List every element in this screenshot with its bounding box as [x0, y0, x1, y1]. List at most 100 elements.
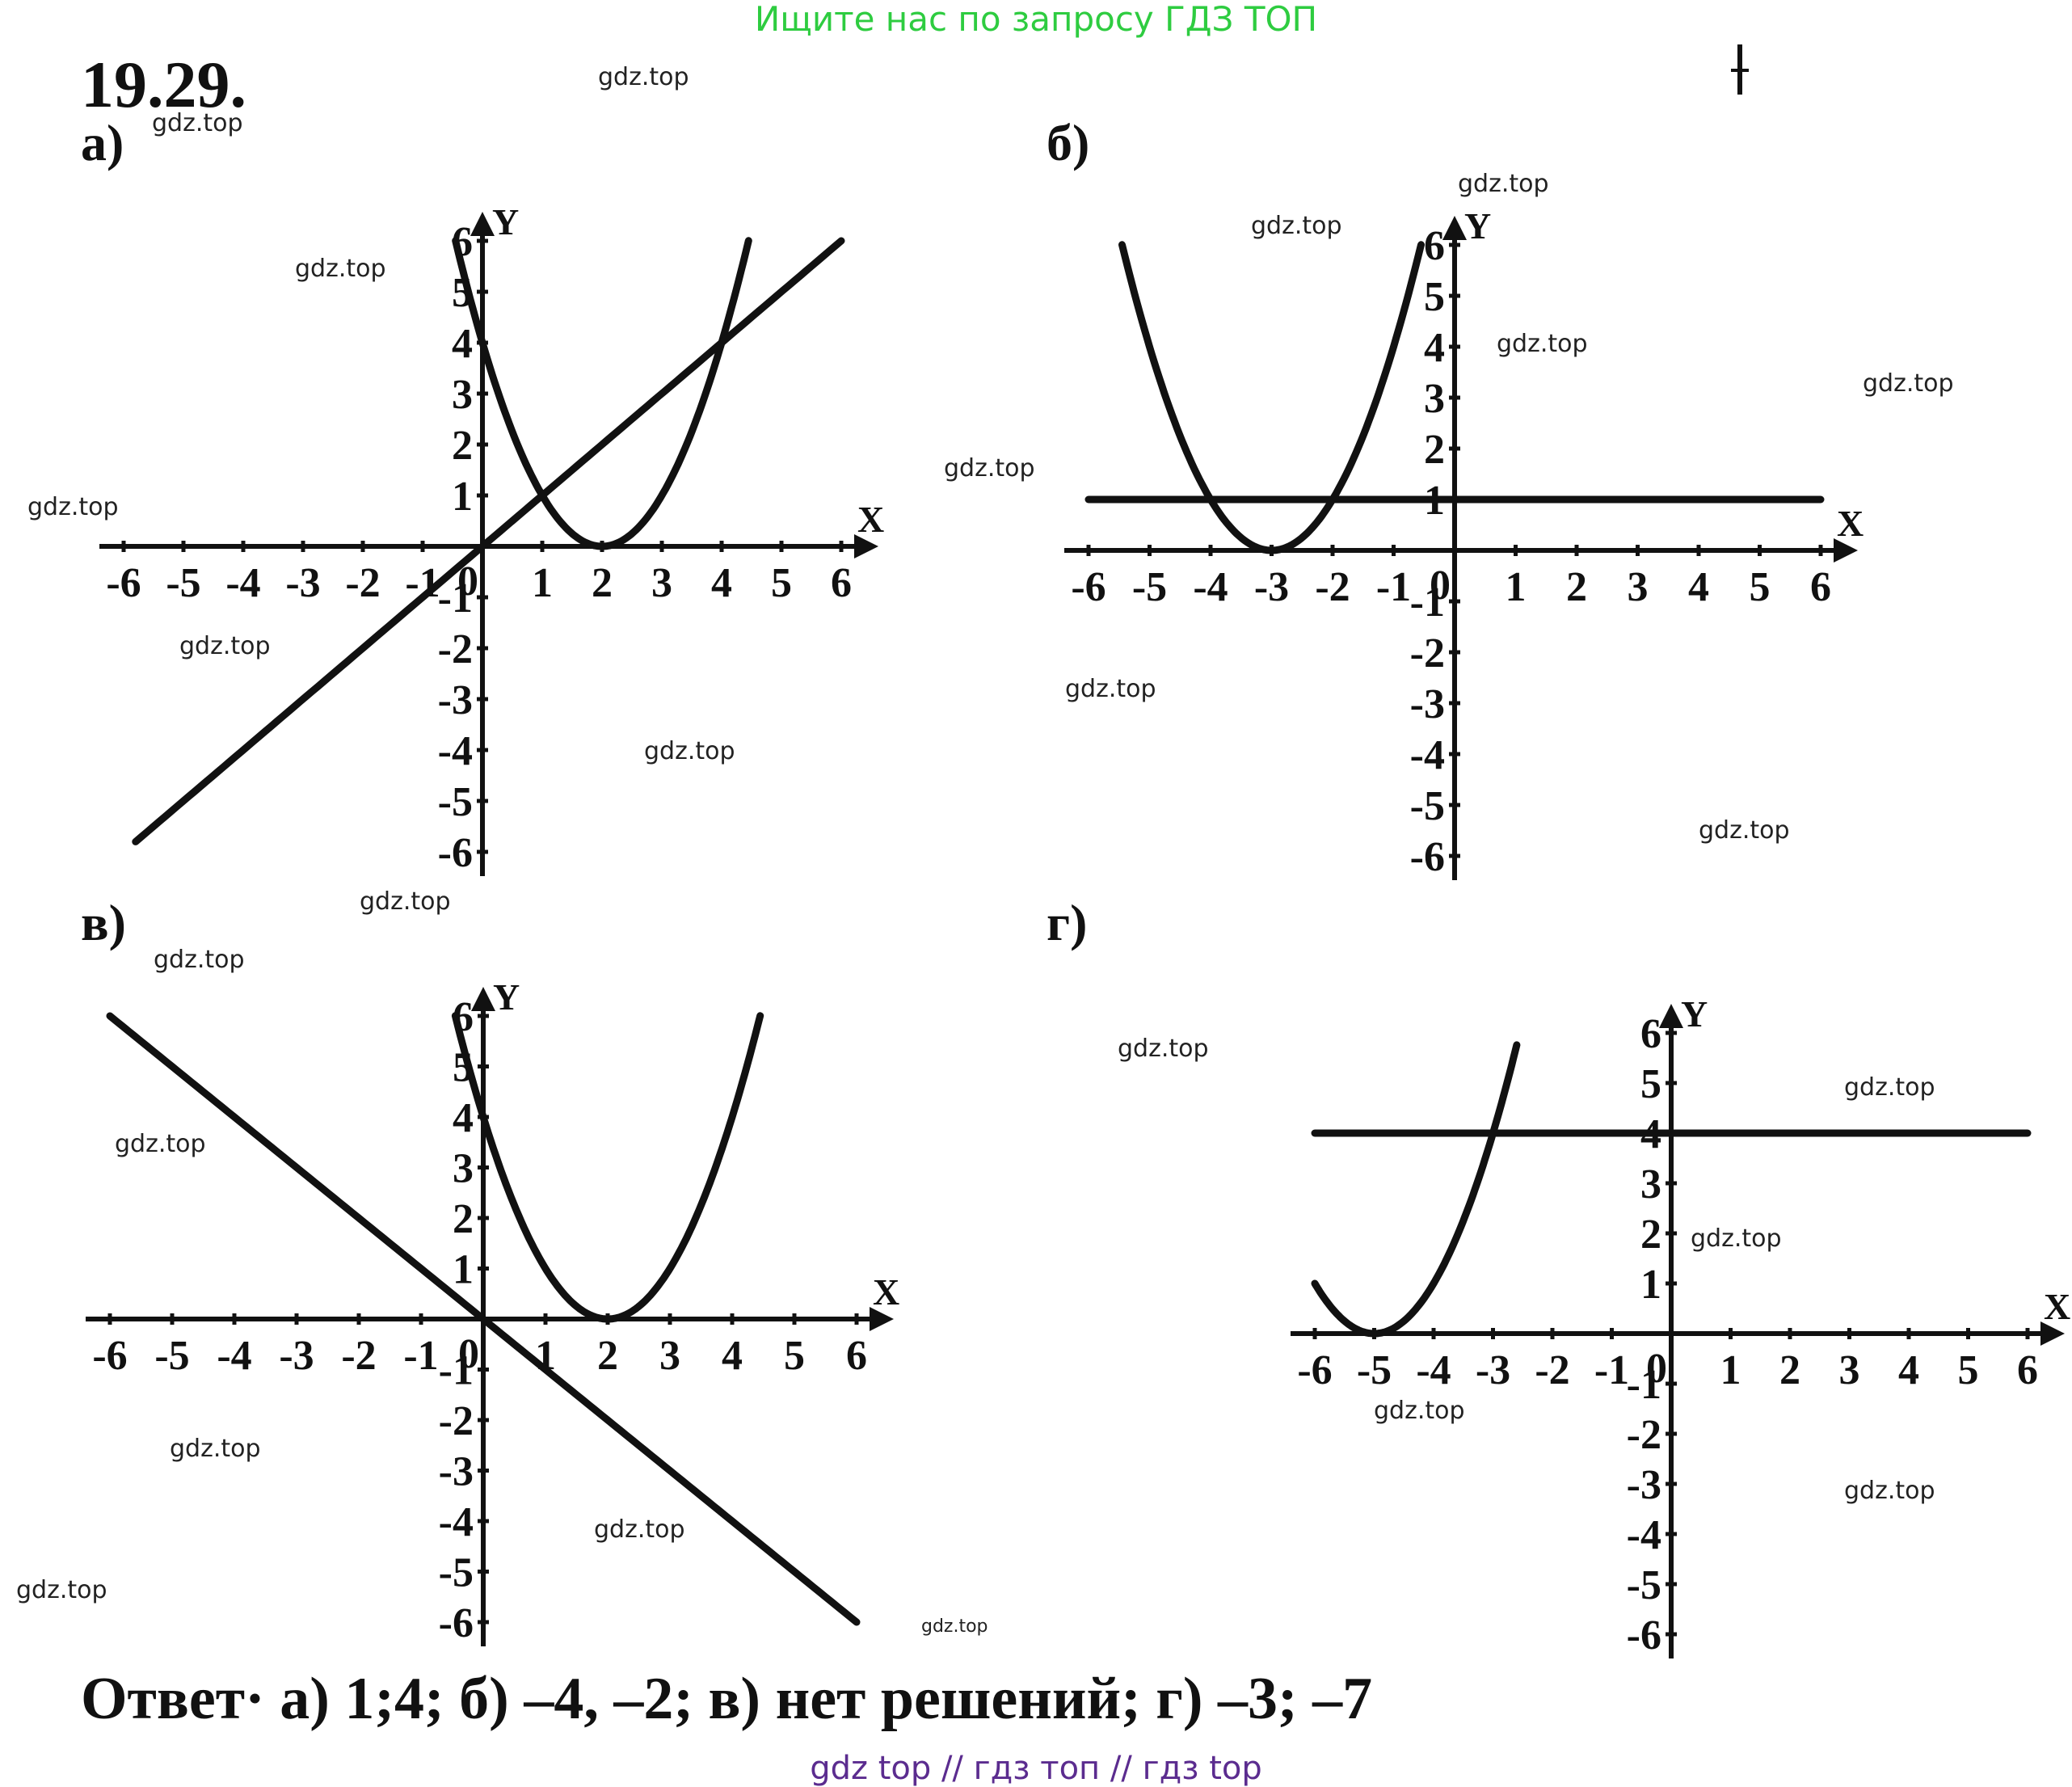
y-tick-label: -3 — [1627, 1462, 1661, 1508]
y-tick-label: -4 — [438, 728, 473, 774]
y-axis-label: Y — [493, 976, 520, 1018]
label-a: а) — [81, 114, 124, 171]
line-curve — [106, 1012, 861, 1626]
x-tick-label: 1 — [1506, 564, 1527, 610]
origin-label: 0 — [1430, 563, 1451, 609]
x-tick-label: -5 — [1357, 1347, 1392, 1393]
y-tick-label: 3 — [453, 1146, 474, 1192]
x-tick-label: -3 — [285, 560, 320, 606]
watermark: gdz.top — [1065, 675, 1156, 703]
y-tick-label: -5 — [1627, 1562, 1661, 1608]
y-tick-label: 2 — [453, 1196, 474, 1242]
watermark: gdz.top — [944, 454, 1035, 483]
y-tick-label: 4 — [453, 1095, 474, 1141]
y-tick-label: -4 — [439, 1499, 474, 1545]
y-tick-label: -3 — [1410, 681, 1445, 727]
x-tick-label: -3 — [1476, 1347, 1510, 1393]
x-tick-label: 2 — [1779, 1347, 1800, 1393]
watermark: gdz.top — [295, 255, 386, 283]
y-tick-label: 3 — [1640, 1161, 1661, 1207]
x-tick-label: 4 — [1898, 1347, 1919, 1393]
watermark: gdz.top — [1691, 1224, 1782, 1253]
x-tick-label: 6 — [1810, 564, 1831, 610]
watermark: gdz.top — [360, 887, 451, 916]
y-tick-label: 3 — [452, 372, 473, 418]
y-tick-label: -5 — [1410, 783, 1445, 829]
watermark: gdz.top — [179, 632, 271, 660]
x-tick-label: -4 — [225, 560, 260, 606]
label-v: в) — [81, 894, 126, 951]
y-axis-label: Y — [492, 201, 519, 242]
y-tick-label: -5 — [439, 1550, 474, 1596]
x-tick-label: -1 — [1376, 564, 1411, 610]
y-tick-label: -6 — [1410, 834, 1445, 880]
watermark: gdz.top — [644, 737, 735, 765]
x-tick-label: -6 — [1297, 1347, 1332, 1393]
x-tick-label: -1 — [1594, 1347, 1629, 1393]
y-tick-label: 3 — [1424, 376, 1445, 422]
x-tick-label: -4 — [217, 1333, 251, 1379]
watermark: gdz.top — [1251, 212, 1342, 240]
y-tick-label: 2 — [1640, 1212, 1661, 1258]
y-tick-label: -2 — [439, 1398, 474, 1444]
label-g: г) — [1047, 894, 1088, 951]
parabola-curve — [1118, 241, 1425, 554]
x-tick-label: 2 — [597, 1333, 618, 1379]
problem-number: 19.29. — [81, 48, 246, 121]
y-tick-label: -2 — [438, 626, 473, 672]
watermark: gdz.top — [1497, 330, 1588, 358]
x-tick-label: 4 — [711, 560, 732, 606]
x-tick-label: -3 — [1254, 564, 1289, 610]
x-tick-label: 6 — [2017, 1347, 2038, 1393]
watermark: gdz.top — [1458, 170, 1549, 198]
parabola-curve — [451, 1012, 764, 1323]
y-tick-label: -2 — [1410, 630, 1445, 676]
y-tick-label: -4 — [1410, 732, 1445, 778]
y-tick-label: 4 — [1424, 325, 1445, 371]
x-tick-label: -5 — [166, 560, 200, 606]
watermark: gdz.top — [27, 493, 119, 521]
x-tick-label: -4 — [1193, 564, 1228, 610]
y-tick-label: -6 — [438, 830, 473, 876]
watermark: gdz.top — [170, 1435, 261, 1463]
watermark: gdz.top — [1844, 1073, 1935, 1102]
y-tick-label: -3 — [439, 1449, 474, 1495]
x-tick-label: 4 — [722, 1333, 743, 1379]
y-tick-label: 6 — [1640, 1011, 1661, 1057]
x-tick-label: 1 — [532, 560, 553, 606]
x-tick-label: 3 — [651, 560, 672, 606]
y-tick-label: -3 — [438, 677, 473, 723]
x-axis-label: X — [2044, 1286, 2070, 1327]
y-axis-label: Y — [1681, 993, 1708, 1035]
x-tick-label: -6 — [106, 560, 141, 606]
x-tick-label: 3 — [1839, 1347, 1860, 1393]
x-tick-label: 3 — [659, 1333, 680, 1379]
x-tick-label: -2 — [1315, 564, 1350, 610]
watermark: gdz.top — [154, 946, 245, 974]
x-tick-label: -3 — [279, 1333, 314, 1379]
y-tick-label: -5 — [438, 779, 473, 825]
y-tick-label: 1 — [453, 1247, 474, 1293]
y-tick-label: 1 — [452, 474, 473, 520]
y-tick-label: 2 — [452, 423, 473, 469]
origin-label: 0 — [1646, 1346, 1667, 1392]
answer-text: Ответ· а) 1;4; б) –4, –2; в) нет решений… — [81, 1666, 1373, 1732]
y-tick-label: 2 — [1424, 427, 1445, 473]
watermark: gdz.top — [1118, 1035, 1209, 1063]
x-tick-label: 5 — [771, 560, 792, 606]
x-tick-label: 2 — [592, 560, 613, 606]
top-banner: Ищите нас по запросу ГДЗ ТОП — [754, 0, 1318, 39]
y-tick-label: -1 — [1410, 580, 1445, 626]
footer-links: gdz top // гдз топ // гдз top — [810, 1750, 1262, 1787]
x-tick-label: 3 — [1628, 564, 1649, 610]
x-axis-label: X — [857, 499, 884, 540]
watermark: gdz.top — [16, 1576, 107, 1604]
y-tick-label: -6 — [1627, 1612, 1661, 1658]
watermark: gdz.top — [921, 1616, 988, 1637]
x-tick-label: 4 — [1688, 564, 1709, 610]
y-tick-label: 6 — [1424, 223, 1445, 269]
